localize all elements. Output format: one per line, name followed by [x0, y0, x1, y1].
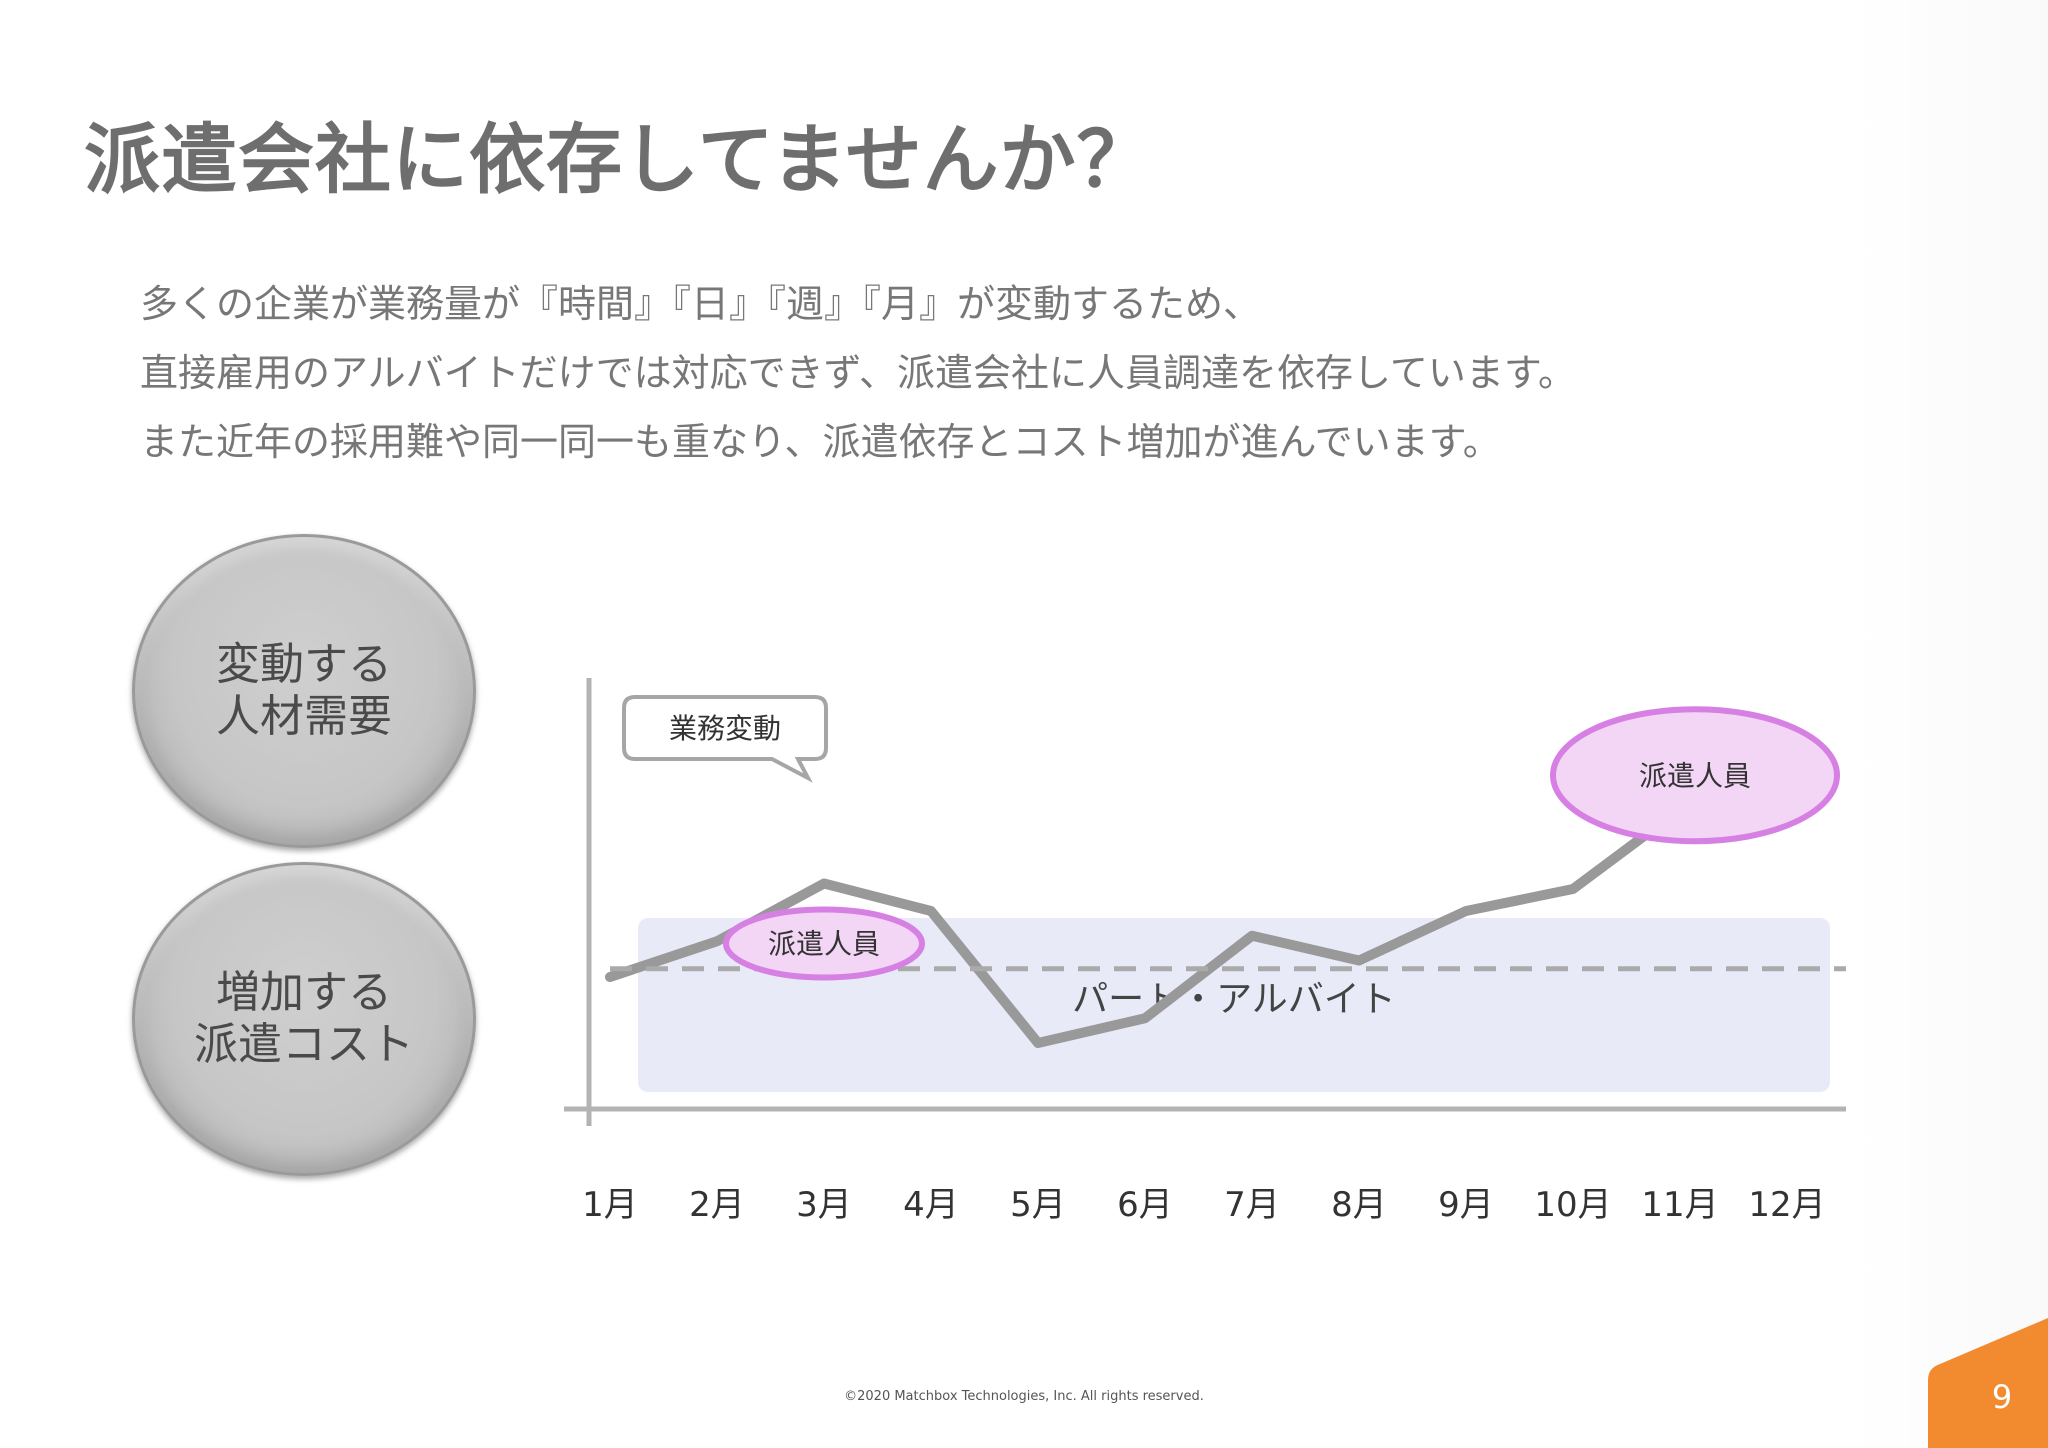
page-number: 9	[1991, 1378, 2013, 1416]
x-tick-label: 4月	[903, 1185, 959, 1225]
intro-line: 直接雇用のアルバイトだけでは対応できず、派遣会社に人員調達を依存しています。	[140, 351, 1577, 395]
dispatch-staff-ellipse	[723, 906, 925, 981]
dispatch-staff-label: 派遣人員	[1639, 759, 1751, 792]
page-tab-shape	[1928, 1318, 2048, 1448]
x-tick-label: 12月	[1748, 1185, 1825, 1225]
part-time-label: パート・アルバイト	[1072, 979, 1396, 1020]
workload-line	[605, 760, 1792, 1048]
x-tick-label: 8月	[1331, 1185, 1387, 1225]
x-tick-label: 11月	[1641, 1185, 1718, 1225]
x-tick-label: 1月	[582, 1185, 638, 1225]
right-edge-shade	[1856, 0, 2048, 1448]
copyright-footer: ©2020 Matchbox Technologies, Inc. All ri…	[844, 1389, 1204, 1404]
page-number-tab	[1928, 1318, 2048, 1448]
intro-line: また近年の採用難や同一同一も重なり、派遣依存とコスト増加が進んでいます。	[140, 420, 1501, 464]
callout-bubble	[622, 695, 828, 783]
rising-cost-circle: 増加する 派遣コスト	[132, 862, 476, 1176]
circle-label-line: 人材需要	[216, 691, 392, 742]
x-tick-label: 6月	[1117, 1185, 1173, 1225]
dispatch-staff-ellipse	[1550, 706, 1840, 845]
intro-line: 多くの企業が業務量が『時間』『日』『週』『月』が変動するため、	[140, 282, 1262, 326]
x-tick-label: 2月	[689, 1185, 745, 1225]
part-time-band	[638, 918, 1830, 1092]
x-tick-label: 7月	[1224, 1185, 1280, 1225]
circle-label-line: 変動する	[216, 639, 392, 690]
workload-callout: 業務変動	[622, 695, 828, 783]
x-tick-label: 3月	[796, 1185, 852, 1225]
x-tick-label: 10月	[1534, 1185, 1611, 1225]
variable-demand-circle: 変動する 人材需要	[132, 534, 476, 848]
dispatch-staff-label: 派遣人員	[768, 928, 880, 961]
x-tick-label: 5月	[1010, 1185, 1066, 1225]
intro-paragraph: 多くの企業が業務量が『時間』『日』『週』『月』が変動するため、 直接雇用のアルバ…	[140, 270, 1576, 477]
page-title: 派遣会社に依存してませんか？	[84, 115, 1154, 204]
callout-label: 業務変動	[669, 712, 781, 745]
x-tick-label: 9月	[1438, 1185, 1494, 1225]
circle-label-line: 派遣コスト	[194, 1019, 414, 1070]
circle-label-line: 増加する	[216, 967, 392, 1018]
